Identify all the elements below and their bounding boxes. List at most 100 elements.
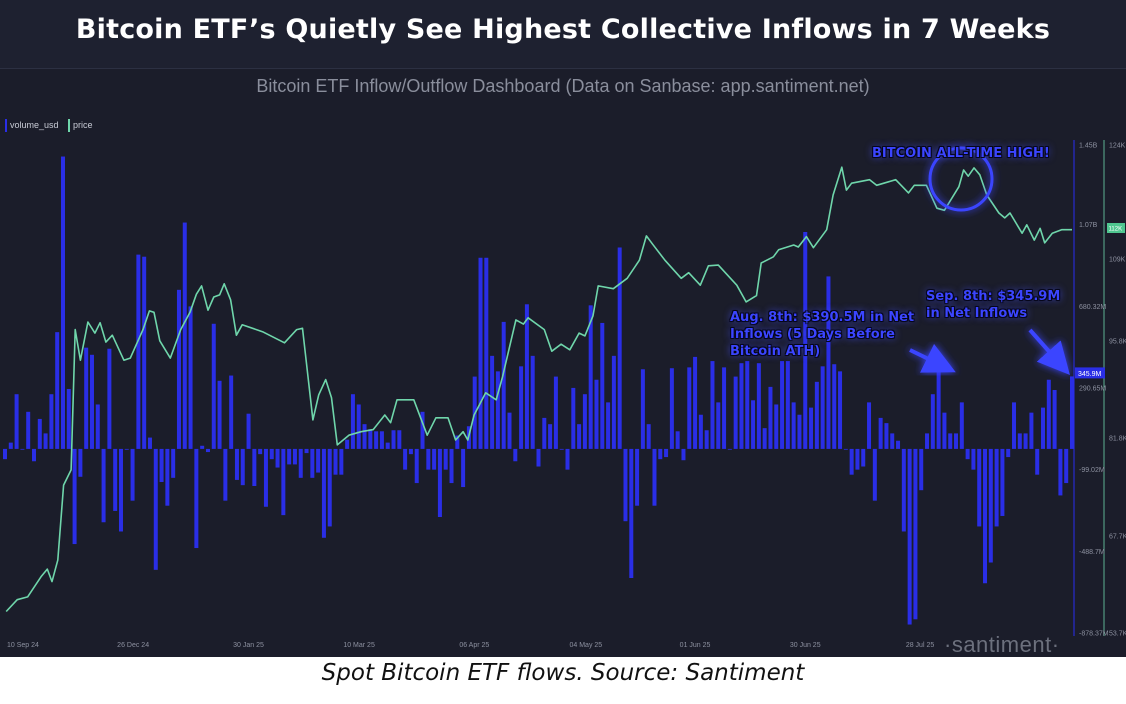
santiment-watermark: ·santiment· bbox=[944, 632, 1060, 657]
x-tick-label: 01 Jun 25 bbox=[680, 642, 711, 649]
volume-bar bbox=[165, 448, 170, 506]
chart-subtitle: Bitcoin ETF Inflow/Outflow Dashboard (Da… bbox=[256, 76, 870, 96]
volume-bar bbox=[948, 433, 953, 449]
volume-bar bbox=[716, 402, 721, 449]
legend-item-price[interactable]: price bbox=[68, 119, 93, 132]
legend-item-volume[interactable]: volume_usd bbox=[5, 119, 59, 132]
volume-bar bbox=[652, 448, 657, 506]
volume-bar bbox=[31, 448, 36, 462]
volume-bar bbox=[490, 355, 495, 449]
volume-bar bbox=[896, 440, 901, 449]
volume-bar bbox=[159, 448, 164, 483]
volume-bar bbox=[72, 448, 77, 545]
volume-bar bbox=[211, 323, 216, 449]
volume-axis: 1.45B 1.07B 680.32M 290.65M -99.02M -488.7M -8… bbox=[1079, 143, 1109, 638]
volume-tick-label: 290.65M bbox=[1079, 385, 1106, 392]
volume-bar bbox=[681, 448, 686, 461]
price-series bbox=[5, 166, 1072, 613]
volume-bar bbox=[611, 355, 616, 449]
volume-bar bbox=[234, 448, 239, 480]
volume-bar bbox=[919, 448, 924, 491]
volume-bar bbox=[397, 430, 402, 449]
chart-title: Bitcoin ETF’s Quietly See Highest Collec… bbox=[75, 14, 1051, 45]
volume-bar bbox=[55, 332, 60, 449]
volume-bar bbox=[565, 448, 570, 470]
volume-bar bbox=[461, 448, 466, 488]
volume-bar bbox=[1000, 448, 1005, 516]
volume-bar bbox=[223, 448, 228, 501]
volume-bar bbox=[1058, 448, 1063, 496]
volume-bar bbox=[1064, 448, 1069, 484]
price-tick-label: 67.7K bbox=[1109, 533, 1126, 540]
volume-bar bbox=[258, 448, 263, 455]
volume-bar bbox=[495, 371, 500, 449]
price-tick-label: 109K bbox=[1109, 257, 1126, 264]
volume-bar bbox=[379, 431, 384, 449]
volume-bar bbox=[182, 222, 187, 449]
volume-bar bbox=[432, 448, 437, 470]
volume-bar bbox=[809, 407, 814, 449]
volume-bar bbox=[194, 448, 199, 549]
aug-arrow-icon bbox=[909, 343, 956, 373]
x-tick-label: 28 Jul 25 bbox=[906, 642, 935, 649]
x-axis: 10 Sep 24 26 Dec 24 30 Jan 25 10 Mar 25 06 A… bbox=[7, 642, 934, 649]
volume-bar bbox=[449, 448, 454, 484]
volume-bar bbox=[988, 448, 993, 563]
volume-bar bbox=[437, 448, 442, 518]
volume-bar bbox=[971, 448, 976, 470]
volume-bar bbox=[884, 423, 889, 449]
volume-bar bbox=[321, 448, 326, 538]
price-line bbox=[5, 166, 1072, 613]
volume-bar bbox=[588, 305, 593, 449]
volume-bar bbox=[205, 448, 210, 453]
annotation-sep-8: Sep. 8th: $345.9M in Net Inflows bbox=[926, 289, 1061, 321]
volume-bar bbox=[530, 355, 535, 449]
volume-bar bbox=[704, 430, 709, 449]
volume-bar bbox=[66, 388, 71, 449]
volume-bar bbox=[385, 442, 390, 449]
volume-bar bbox=[20, 448, 25, 450]
volume-bar bbox=[327, 448, 332, 527]
price-axis: 124K 109K 95.8K 81.8K 67.7K 53.7K bbox=[1109, 143, 1126, 638]
volume-bar bbox=[1023, 433, 1028, 449]
volume-bar bbox=[1035, 448, 1040, 475]
volume-bar bbox=[867, 402, 872, 449]
volume-bar bbox=[455, 435, 460, 449]
volume-bar bbox=[269, 448, 274, 460]
volume-bar bbox=[890, 433, 895, 449]
volume-bar bbox=[240, 448, 245, 486]
volume-bar bbox=[791, 402, 796, 449]
annotation-aug-8: Aug. 8th: $390.5M in Net Inflows (5 Days… bbox=[730, 310, 915, 359]
volume-bar bbox=[669, 368, 674, 449]
volume-bar bbox=[1006, 448, 1011, 458]
volume-bar bbox=[507, 412, 512, 449]
volume-bar bbox=[1041, 407, 1046, 449]
volume-bar bbox=[548, 424, 553, 449]
volume-bar bbox=[118, 448, 123, 532]
volume-bar bbox=[629, 448, 634, 579]
x-tick-label: 30 Jan 25 bbox=[233, 642, 264, 649]
volume-bar bbox=[745, 361, 750, 449]
volume-bar bbox=[965, 448, 970, 460]
chart-svg: 1.45B 1.07B 680.32M 290.65M -99.02M -488.7M -8… bbox=[3, 140, 1126, 649]
volume-bar bbox=[310, 448, 315, 478]
x-tick-label: 04 May 25 bbox=[569, 642, 602, 649]
volume-bar bbox=[281, 448, 286, 516]
volume-bar bbox=[414, 448, 419, 484]
price-tick-label: 95.8K bbox=[1109, 338, 1126, 345]
volume-bar bbox=[553, 376, 558, 449]
volume-bar bbox=[176, 289, 181, 449]
volume-bar bbox=[60, 156, 65, 449]
volume-bar bbox=[582, 394, 587, 449]
volume-tick-label: -99.02M bbox=[1079, 467, 1105, 474]
x-tick-label: 30 Jun 25 bbox=[790, 642, 821, 649]
volume-bar bbox=[635, 448, 640, 506]
volume-bar bbox=[606, 402, 611, 449]
volume-bar bbox=[107, 348, 112, 449]
volume-bar bbox=[403, 448, 408, 470]
volume-bar bbox=[797, 414, 802, 449]
volume-bar bbox=[420, 411, 425, 449]
volume-bar bbox=[814, 381, 819, 449]
volume-bar bbox=[930, 394, 935, 449]
volume-bar bbox=[1052, 390, 1057, 449]
